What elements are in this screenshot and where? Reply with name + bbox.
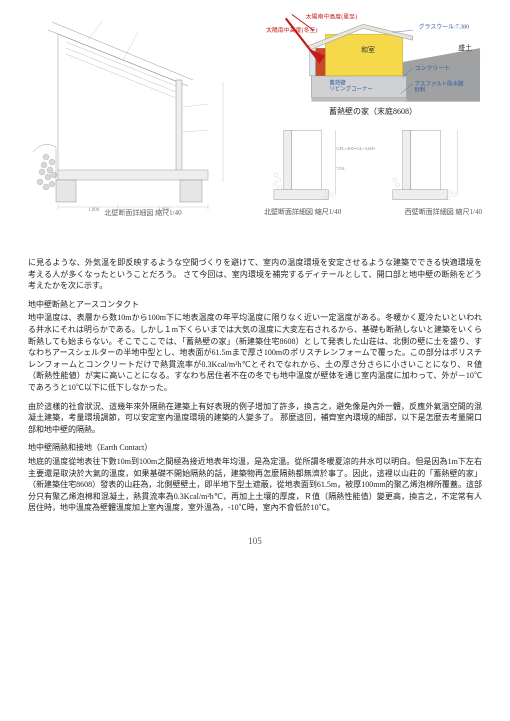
svg-text:砂利: 砂利 <box>415 86 426 94</box>
para-3: 地底的溫度從地表往下數10m到100m之間極為接近地表年均溫，是為定溫。從所謂冬… <box>28 456 482 514</box>
para-intro: に見るような、外気温を即反映するような空間づくりを避けて、室内の温度環境を安定さ… <box>28 257 482 292</box>
label-room: 和室 <box>361 45 375 54</box>
label-glasswool: グラスウール:7.380 <box>419 22 470 30</box>
svg-text:1,000: 1,000 <box>88 208 100 212</box>
wall-section-drawings-small: GFL+400=GL+3,000 ▽GL 北壁断面詳細図 縮尺1/40 西壁断面… <box>264 120 482 206</box>
section-caption-right: 西壁断面詳細図 縮尺1/40 <box>405 207 482 217</box>
label-sun-winter: 太陽南中高度(冬至) <box>266 26 317 34</box>
body-text: に見るような、外気温を即反映するような空間づくりを避けて、室内の温度環境を安定さ… <box>28 257 482 514</box>
label-soil: 盛土 <box>458 43 472 52</box>
heading-1: 地中壁断熱とアースコンタクト <box>28 299 482 311</box>
para-1: 地中温度は、表層から数10mから100m下に地表温度の年平均温度に限りなく近い一… <box>28 312 482 393</box>
label-asphalt: アスファルト防水膜 <box>415 80 465 88</box>
label-sun-summer: 太陽南中高度(夏至) <box>306 12 357 20</box>
thermal-concept-diagram: 太陽南中高度(夏至) 太陽南中高度(冬至) 和室 グラスウール:7.380 盛土… <box>264 12 482 104</box>
page-number: 105 <box>28 536 482 546</box>
para-2: 由於這樣的社會狀況、這幾年來外隔熱在建築上有好表現的例子增加了許多，換言之，避免… <box>28 401 482 436</box>
wall-section-drawing-north: 1,000 1,000 北壁断面詳細図 縮尺1/40 <box>28 12 258 222</box>
svg-text:▽GL: ▽GL <box>336 166 346 171</box>
section-fig-title: 蓄熱壁の家（末庭8608） <box>264 106 482 117</box>
label-storage: 蓄熱壁 <box>329 79 346 87</box>
svg-text:リビングコーナー: リビングコーナー <box>329 85 373 93</box>
heading-2: 地中壁隔熱和接地（Earth Contact） <box>28 442 482 454</box>
label-concrete: コンクリート <box>415 65 451 72</box>
svg-text:GFL+400=GL+3,000: GFL+400=GL+3,000 <box>336 146 375 152</box>
section-caption-left: 北壁断面詳細図 縮尺1/40 <box>264 207 341 217</box>
